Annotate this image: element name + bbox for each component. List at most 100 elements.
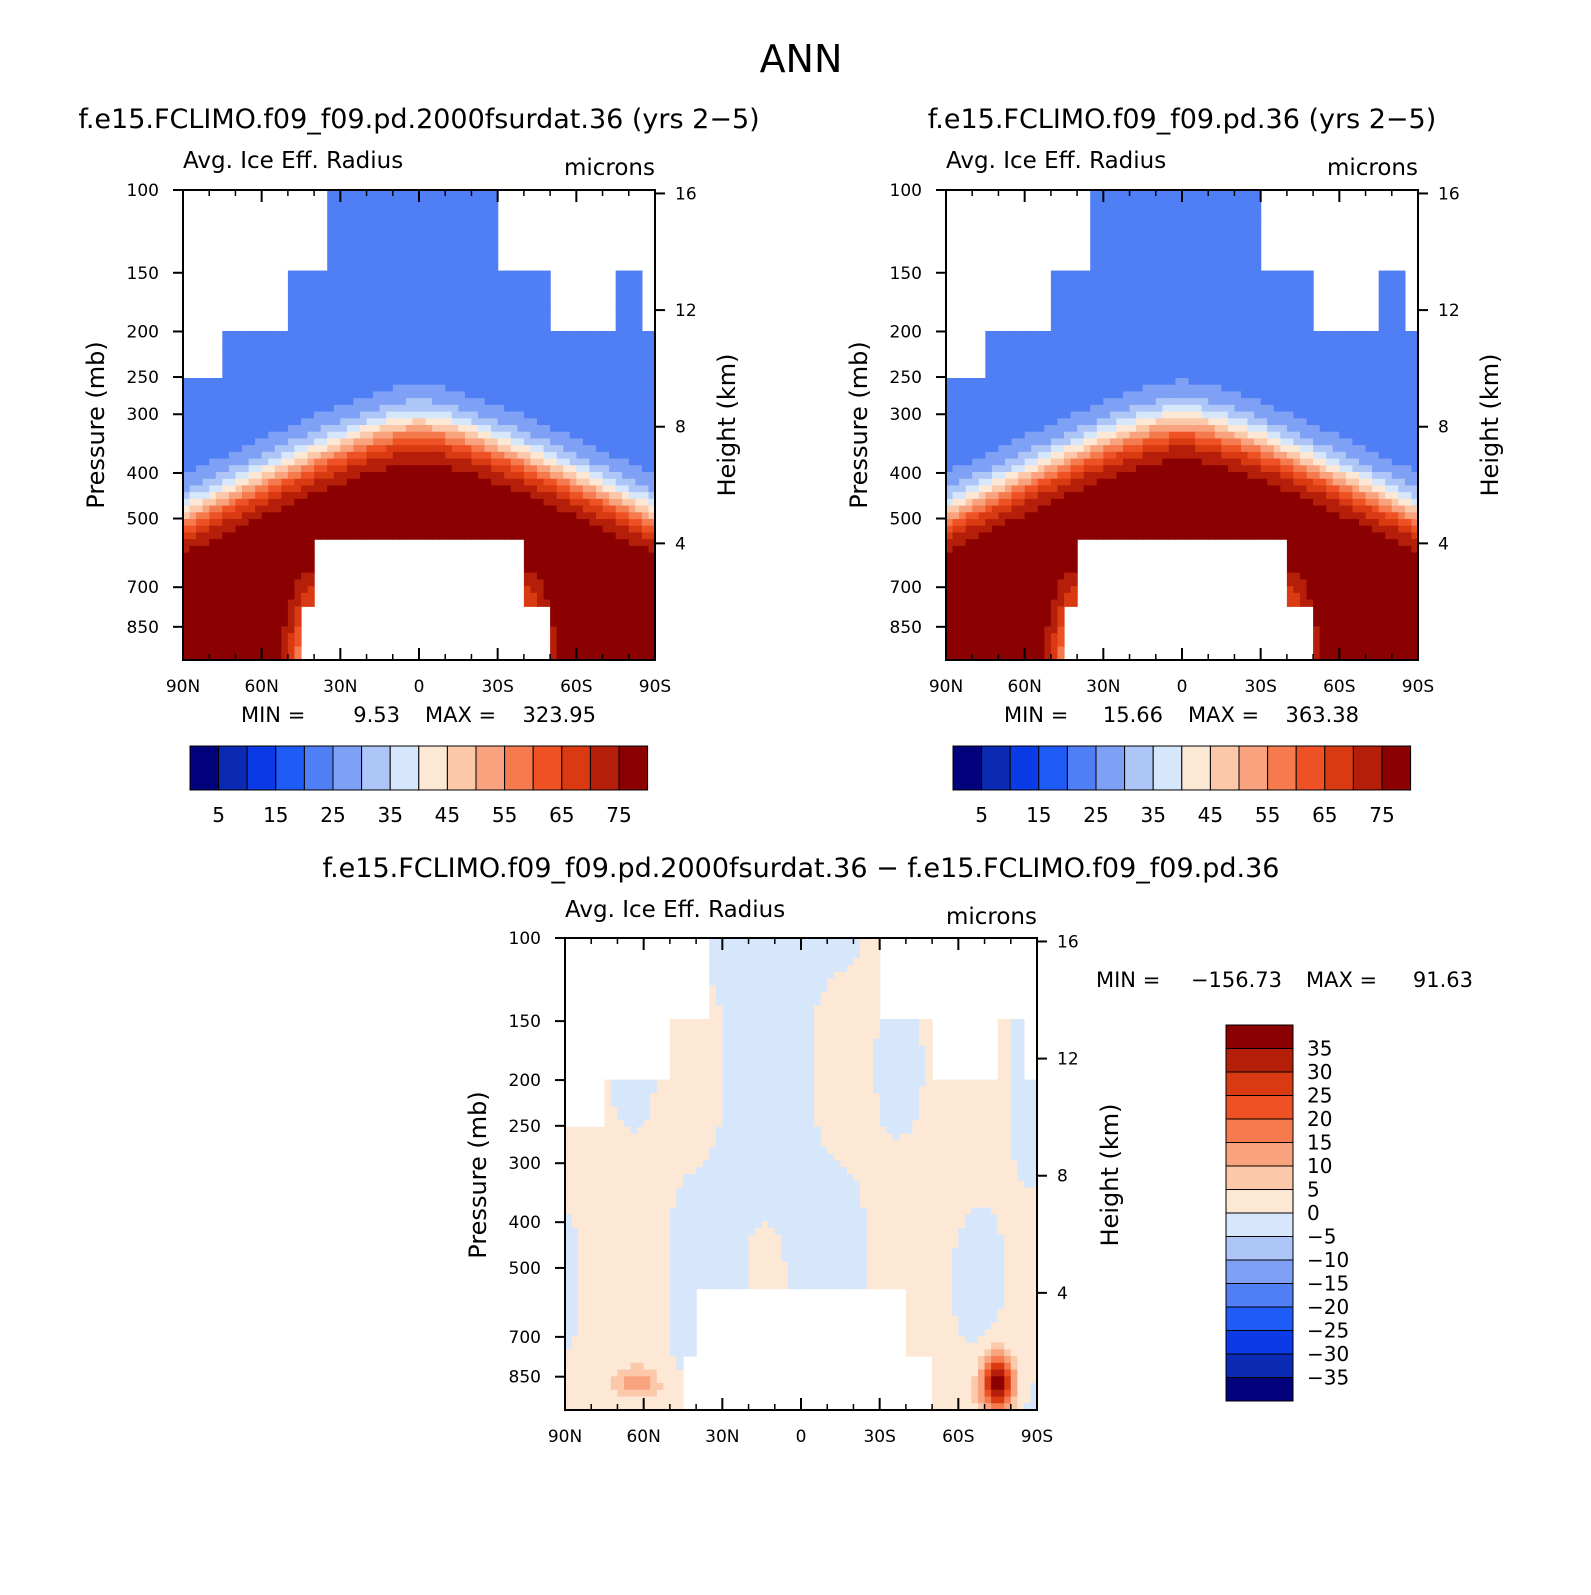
contour-cell bbox=[360, 257, 367, 264]
contour-cell bbox=[1182, 358, 1189, 365]
contour-cell bbox=[1097, 304, 1104, 311]
contour-cell bbox=[183, 492, 190, 499]
contour-cell bbox=[583, 452, 590, 459]
contour-cell bbox=[209, 405, 216, 412]
contour-cell bbox=[235, 425, 242, 432]
contour-cell bbox=[609, 412, 616, 419]
contour-cell bbox=[399, 479, 406, 486]
contour-cell bbox=[1215, 271, 1222, 278]
contour-cell bbox=[458, 257, 465, 264]
contour-cell bbox=[1333, 344, 1340, 351]
contour-cell bbox=[629, 506, 636, 513]
contour-cell bbox=[255, 418, 262, 425]
contour-cell bbox=[1116, 197, 1123, 204]
contour-cell bbox=[439, 217, 446, 224]
contour-cell bbox=[235, 479, 242, 486]
contour-cell bbox=[412, 391, 419, 398]
contour-cell bbox=[262, 391, 269, 398]
contour-cell bbox=[1307, 365, 1314, 372]
contour-cell bbox=[1097, 224, 1104, 231]
contour-cell bbox=[1130, 297, 1137, 304]
contour-cell bbox=[432, 257, 439, 264]
x-tick-label: 30N bbox=[323, 677, 357, 697]
contour-cell bbox=[1339, 358, 1346, 365]
contour-cell bbox=[452, 418, 459, 425]
contour-cell bbox=[458, 244, 465, 251]
contour-cell bbox=[1385, 304, 1392, 311]
contour-cell bbox=[1143, 311, 1150, 318]
contour-cell bbox=[544, 344, 551, 351]
contour-cell bbox=[629, 297, 636, 304]
contour-cell bbox=[465, 264, 472, 271]
contour-cell bbox=[360, 197, 367, 204]
contour-cell bbox=[1221, 324, 1228, 331]
contour-cell bbox=[242, 573, 249, 580]
contour-cell bbox=[511, 344, 518, 351]
contour-cell bbox=[629, 640, 636, 647]
contour-cell bbox=[308, 506, 315, 513]
contour-cell bbox=[353, 277, 360, 284]
contour-cell bbox=[1143, 291, 1150, 298]
contour-cell bbox=[1189, 291, 1196, 298]
contour-cell bbox=[183, 405, 190, 412]
contour-cell bbox=[517, 324, 524, 331]
contour-cell bbox=[275, 586, 282, 593]
contour-cell bbox=[1228, 338, 1235, 345]
contour-cell bbox=[1202, 344, 1209, 351]
contour-cell bbox=[1261, 338, 1268, 345]
contour-cell bbox=[583, 519, 590, 526]
contour-cell bbox=[596, 351, 603, 358]
contour-cell bbox=[229, 546, 236, 553]
contour-cell bbox=[1339, 371, 1346, 378]
contour-cell bbox=[353, 532, 360, 539]
contour-cell bbox=[1012, 351, 1019, 358]
contour-cell bbox=[242, 452, 249, 459]
contour-cell bbox=[550, 539, 557, 546]
contour-cell bbox=[596, 391, 603, 398]
contour-cell bbox=[360, 432, 367, 439]
contour-cell bbox=[1202, 365, 1209, 372]
contour-cell bbox=[380, 277, 387, 284]
contour-cell bbox=[1175, 358, 1182, 365]
contour-cell bbox=[268, 358, 275, 365]
contour-cell bbox=[1392, 271, 1399, 278]
contour-cell bbox=[1189, 344, 1196, 351]
contour-cell bbox=[1405, 344, 1412, 351]
contour-cell bbox=[406, 271, 413, 278]
contour-cell bbox=[622, 586, 629, 593]
panel-top-right: f.e15.FCLIMO.f09_f09.pd.36 (yrs 2−5) Avg… bbox=[845, 104, 1504, 827]
contour-cell bbox=[308, 338, 315, 345]
contour-cell bbox=[1130, 203, 1137, 210]
contour-cell bbox=[216, 492, 223, 499]
units-label: microns bbox=[1327, 155, 1418, 181]
contour-cell bbox=[485, 499, 492, 506]
contour-cell bbox=[524, 459, 531, 466]
contour-cell bbox=[1051, 304, 1058, 311]
contour-cell bbox=[1136, 197, 1143, 204]
contour-cell bbox=[1215, 210, 1222, 217]
contour-cell bbox=[458, 197, 465, 204]
contour-cell bbox=[255, 472, 262, 479]
contour-cell bbox=[498, 378, 505, 385]
contour-cell bbox=[1110, 297, 1117, 304]
contour-cell bbox=[1339, 331, 1346, 338]
contour-cell bbox=[235, 344, 242, 351]
contour-cell bbox=[301, 391, 308, 398]
contour-cell bbox=[190, 626, 197, 633]
contour-cell bbox=[583, 546, 590, 553]
y-axis-title: Pressure (mb) bbox=[82, 341, 110, 508]
contour-cell bbox=[367, 371, 374, 378]
contour-cell bbox=[504, 499, 511, 506]
contour-cell bbox=[1366, 344, 1373, 351]
contour-cell bbox=[530, 324, 537, 331]
contour-cell bbox=[583, 378, 590, 385]
contour-cell bbox=[419, 465, 426, 472]
contour-cell bbox=[399, 311, 406, 318]
contour-cell bbox=[471, 526, 478, 533]
contour-cell bbox=[616, 559, 623, 566]
contour-cell bbox=[1012, 378, 1019, 385]
contour-cell bbox=[321, 277, 328, 284]
contour-cell bbox=[458, 371, 465, 378]
contour-cell bbox=[491, 297, 498, 304]
contour-cell bbox=[557, 620, 564, 627]
